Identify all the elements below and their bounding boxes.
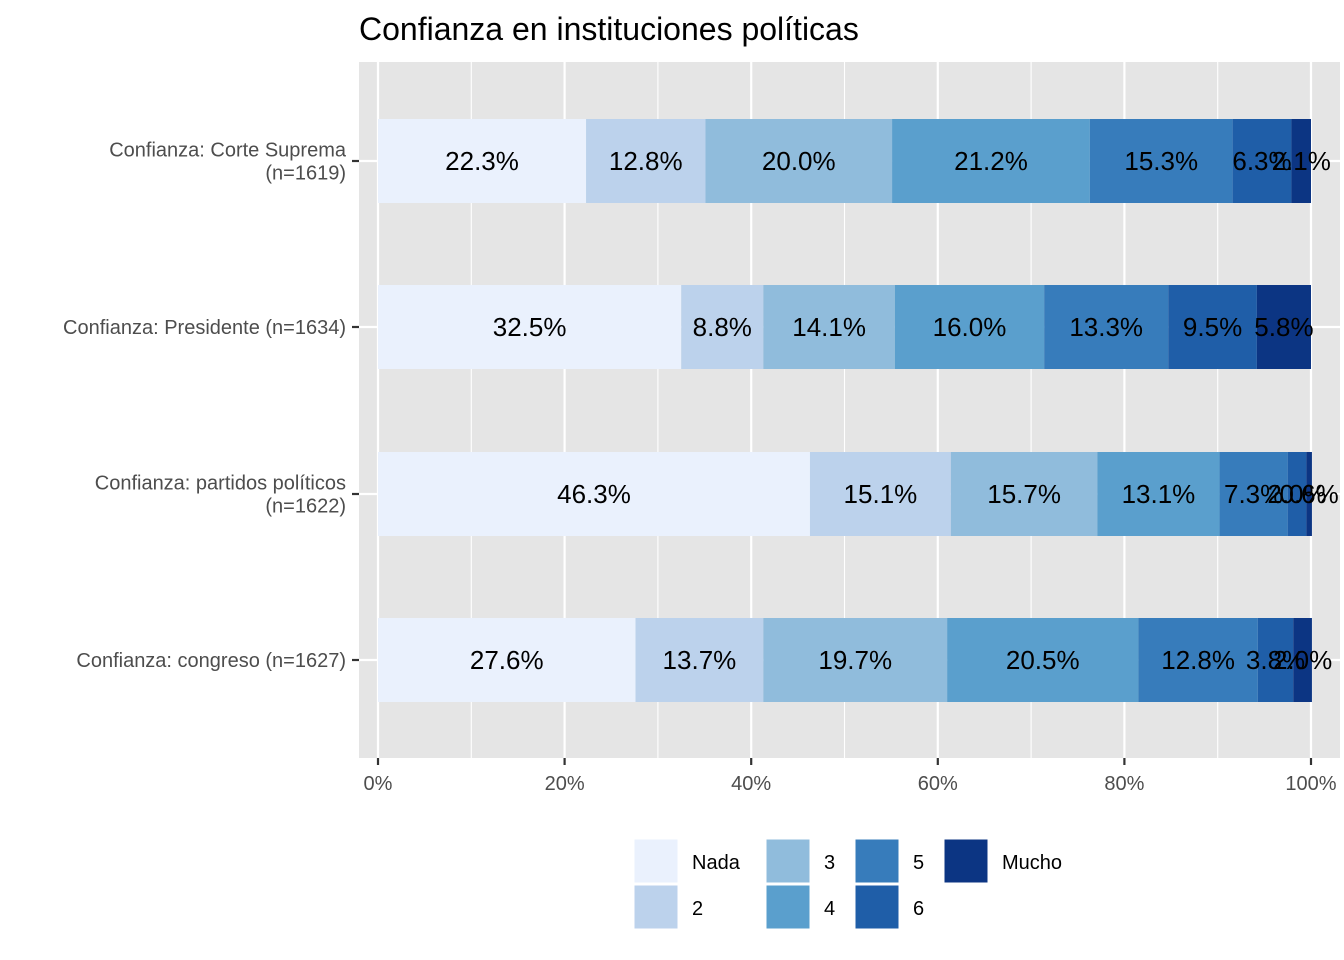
legend: Nada 2 3 4 5 6 Mucho <box>633 838 1062 930</box>
bar-segment <box>1287 452 1307 536</box>
data-label: 12.8% <box>609 146 683 176</box>
bar-segment <box>763 618 948 702</box>
bar-segment <box>1232 119 1292 203</box>
data-label: 7.3% <box>1224 479 1283 509</box>
data-label: 2.1% <box>1272 146 1331 176</box>
bar-segment <box>705 119 893 203</box>
data-label: 20.5% <box>1006 645 1080 675</box>
chart-title: Confianza en instituciones políticas <box>359 11 859 47</box>
legend-label: 6 <box>913 898 924 920</box>
legend-key <box>765 838 811 884</box>
data-label: 2.0% <box>1273 645 1332 675</box>
bars <box>378 119 1312 702</box>
data-label: 2.0% <box>1267 479 1326 509</box>
bar-segment <box>378 452 810 536</box>
x-tick-label: 0% <box>364 773 393 795</box>
bar-segment <box>1257 618 1294 702</box>
legend-label: Mucho <box>1002 852 1062 874</box>
x-tick-label: 80% <box>1104 773 1144 795</box>
bar-segment <box>1097 452 1220 536</box>
legend-label: 3 <box>824 852 835 874</box>
x-tick-label: 60% <box>918 773 958 795</box>
y-axis: Confianza: Corte Suprema(n=1619) Confianz… <box>63 140 359 672</box>
data-label: 0.6% <box>1280 479 1339 509</box>
legend-key <box>765 884 811 930</box>
legend-label: 2 <box>692 898 703 920</box>
bar-segment <box>681 285 764 369</box>
legend-key <box>854 884 900 930</box>
data-label: 27.6% <box>470 645 544 675</box>
x-tick-label: 20% <box>545 773 585 795</box>
bar-segment <box>1089 119 1233 203</box>
data-label: 15.1% <box>844 479 918 509</box>
legend-key <box>854 838 900 884</box>
data-label: 13.1% <box>1122 479 1196 509</box>
x-tick-label: 40% <box>731 773 771 795</box>
data-label: 14.1% <box>792 312 866 342</box>
legend-key <box>943 838 989 884</box>
bar-segment <box>894 285 1045 369</box>
bar-segment <box>378 119 587 203</box>
bar-segment <box>378 285 682 369</box>
data-label: 16.0% <box>933 312 1007 342</box>
data-label: 46.3% <box>557 479 631 509</box>
data-label: 9.5% <box>1183 312 1242 342</box>
data-label: 8.8% <box>693 312 752 342</box>
bar-segment <box>763 285 895 369</box>
legend-label: Nada <box>692 852 741 874</box>
data-label: 21.2% <box>954 146 1028 176</box>
bar-segment <box>1291 119 1311 203</box>
bar-segment <box>947 618 1139 702</box>
bar-segment <box>635 618 764 702</box>
data-labels: 22.3% 12.8% 20.0% 21.2% 15.3% 6.3%2.1% 32.5% 8.… <box>445 146 1339 675</box>
category-label: Confianza: partidos políticos <box>95 473 346 495</box>
bar-segment <box>1256 285 1311 369</box>
data-label: 5.8% <box>1254 312 1313 342</box>
data-label: 19.7% <box>818 645 892 675</box>
bar-segment <box>1138 618 1258 702</box>
bar-segment <box>1044 285 1169 369</box>
data-label: 13.3% <box>1069 312 1143 342</box>
legend-key <box>633 838 679 884</box>
data-label: 6.3% <box>1232 146 1291 176</box>
data-label: 22.3% <box>445 146 519 176</box>
data-label: 15.3% <box>1124 146 1198 176</box>
data-label: 20.0% <box>762 146 836 176</box>
x-axis: 0% 20% 40% 60% 80% 100% <box>364 758 1337 795</box>
category-label: Confianza: Presidente (n=1634) <box>63 317 346 339</box>
category-label: (n=1622) <box>265 496 346 518</box>
legend-label: 4 <box>824 898 835 920</box>
bar-segment <box>378 618 636 702</box>
bar-segment <box>1293 618 1312 702</box>
bar-segment <box>1168 285 1257 369</box>
data-label: 15.7% <box>987 479 1061 509</box>
data-label: 12.8% <box>1161 645 1235 675</box>
bar-segment <box>586 119 706 203</box>
bar-segment <box>892 119 1090 203</box>
data-label: 3.8% <box>1246 645 1305 675</box>
bar-segment <box>1219 452 1288 536</box>
data-label: 13.7% <box>663 645 737 675</box>
x-tick-label: 100% <box>1285 773 1336 795</box>
bar-segment <box>1306 452 1312 536</box>
bar-segment <box>950 452 1098 536</box>
category-label: Confianza: Corte Suprema <box>109 140 347 162</box>
legend-key <box>633 884 679 930</box>
category-label: (n=1619) <box>265 163 346 185</box>
legend-label: 5 <box>913 852 924 874</box>
bar-segment <box>809 452 951 536</box>
data-label: 32.5% <box>493 312 567 342</box>
category-label: Confianza: congreso (n=1627) <box>76 650 346 672</box>
